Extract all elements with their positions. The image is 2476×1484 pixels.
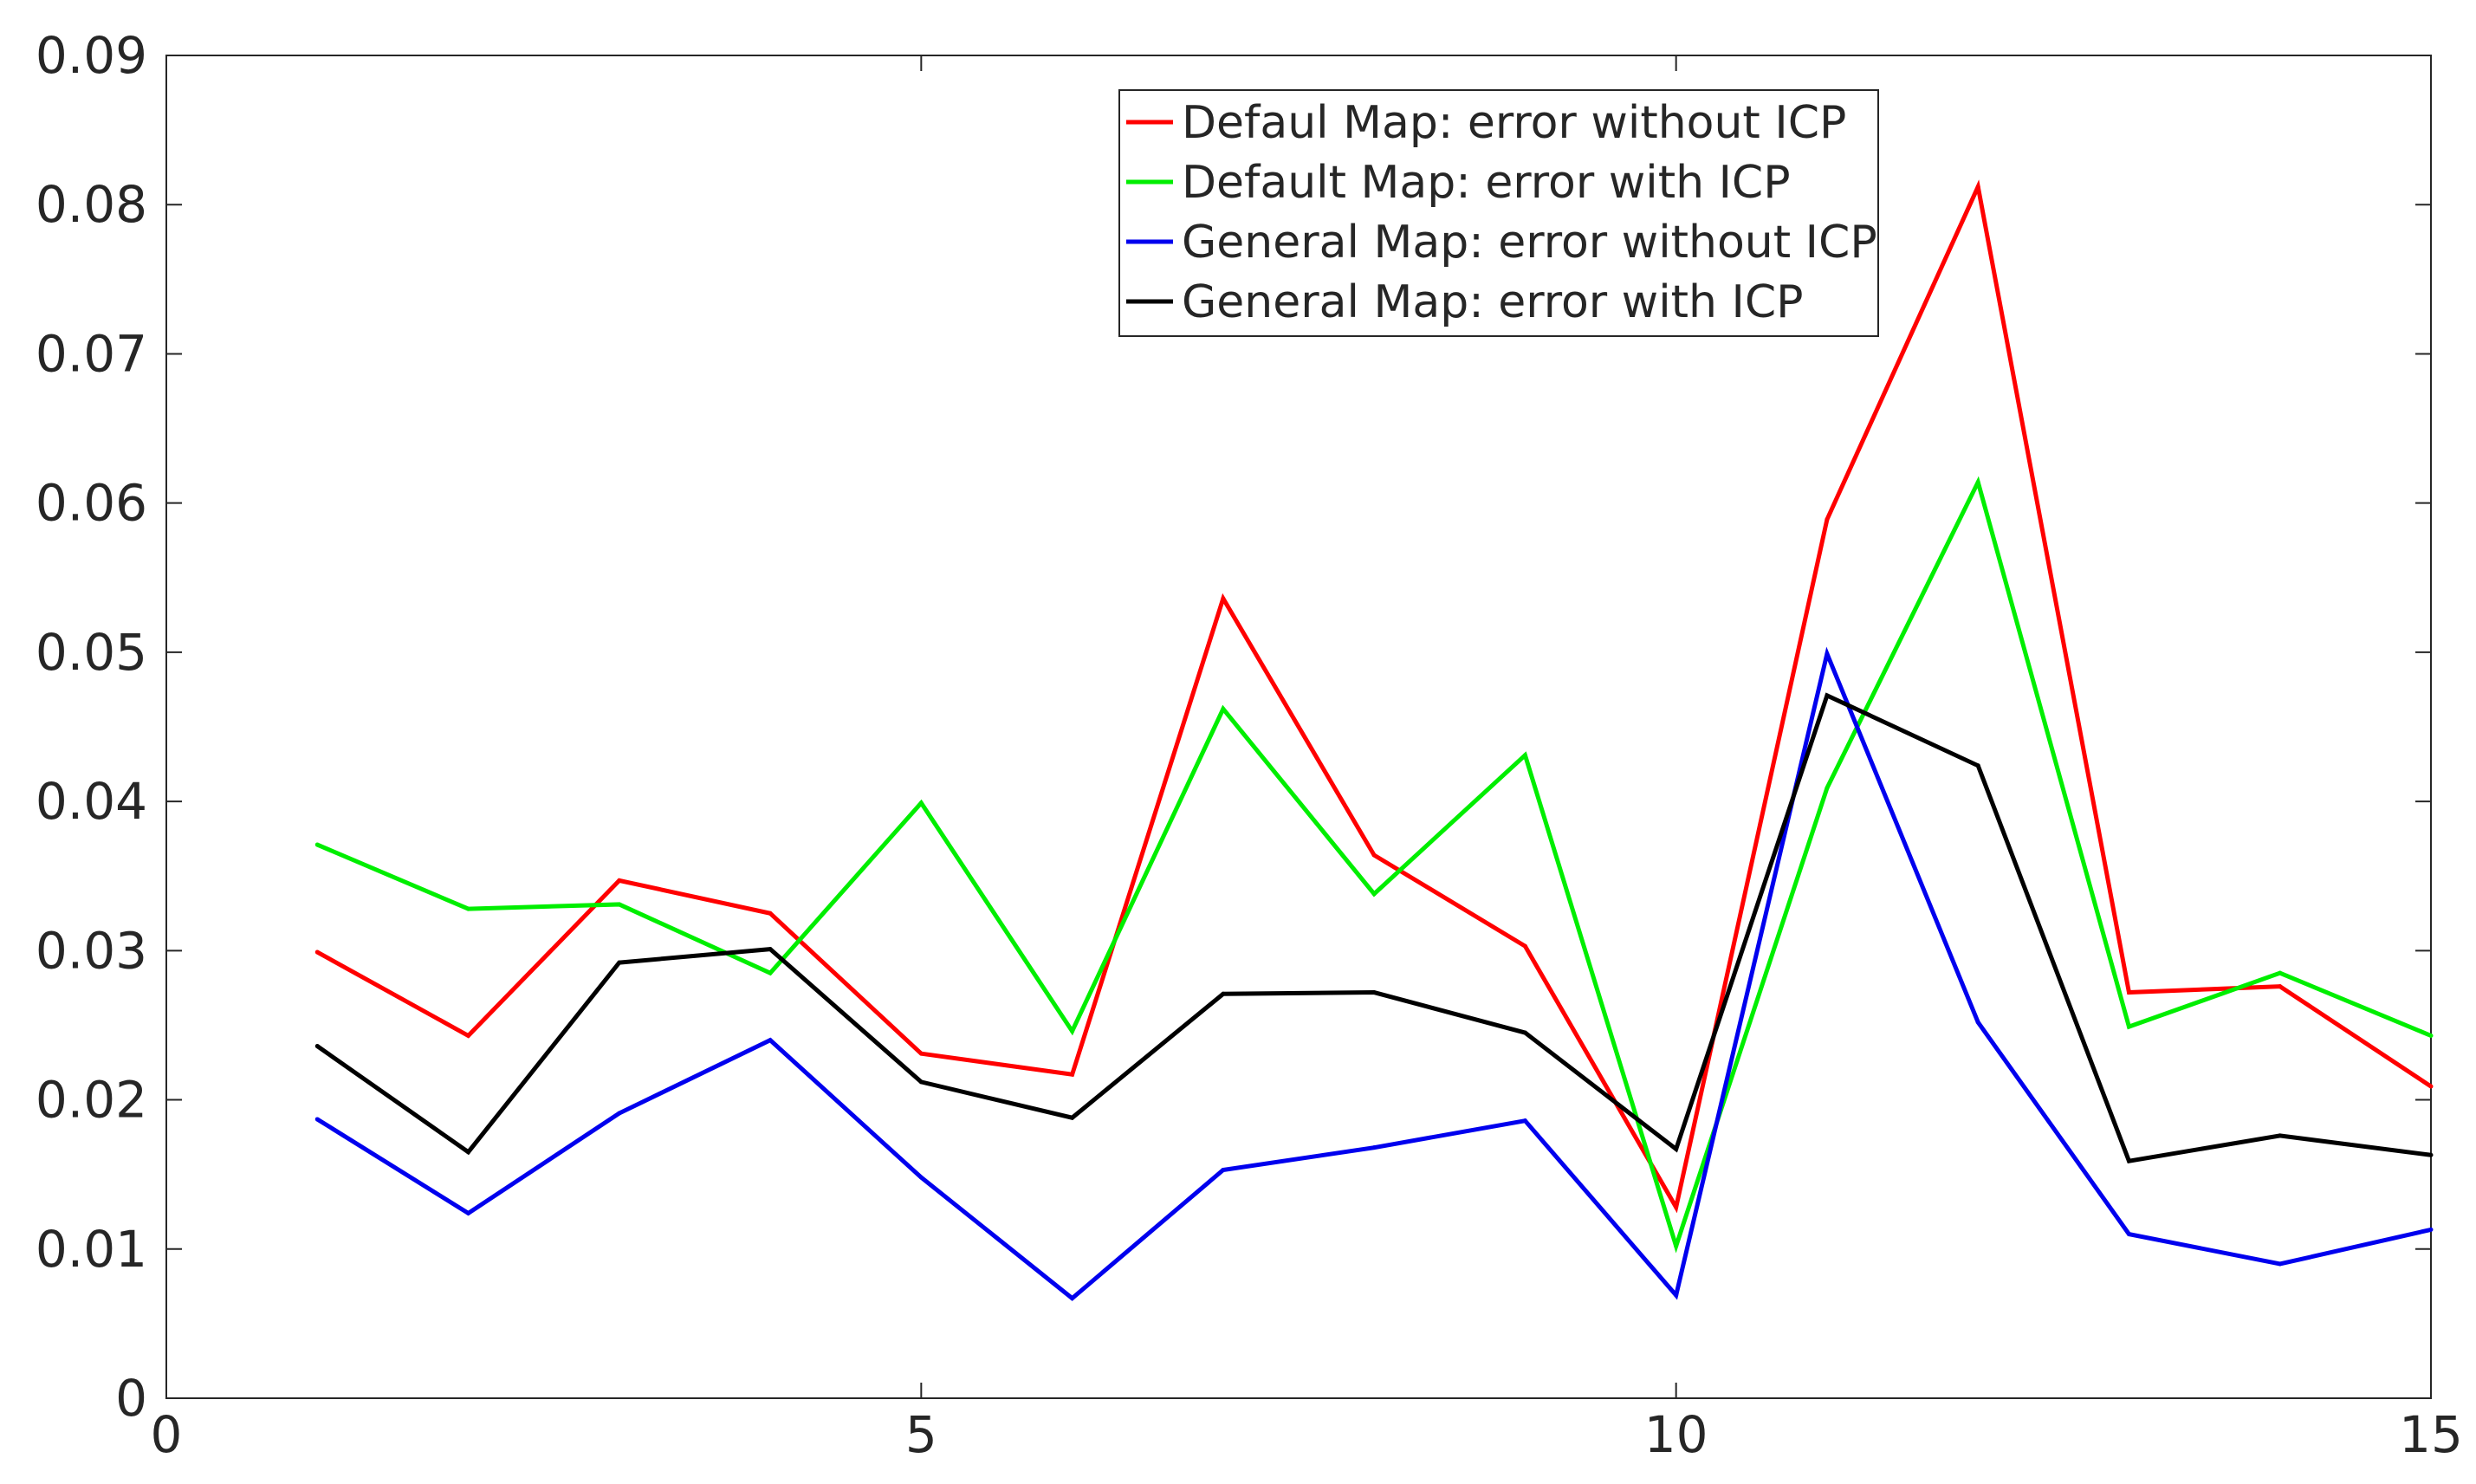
data-point xyxy=(2126,990,2131,995)
y-tick-label: 0.06 xyxy=(36,474,147,533)
data-point xyxy=(2126,1024,2131,1029)
x-tick-label: 15 xyxy=(2399,1405,2463,1464)
data-point xyxy=(1221,991,1226,996)
legend-label: Defaul Map: error without ICP xyxy=(1182,97,1846,149)
x-tick-label: 10 xyxy=(1644,1405,1708,1464)
data-point xyxy=(314,1117,320,1122)
data-point xyxy=(314,842,320,847)
legend-box xyxy=(1118,89,1879,337)
series-line-2 xyxy=(316,476,2432,1254)
data-point xyxy=(768,970,773,975)
data-point xyxy=(918,800,924,806)
data-point xyxy=(1674,1293,1679,1298)
data-point xyxy=(466,906,471,911)
y-tick-label: 0 xyxy=(115,1369,147,1428)
data-point xyxy=(1674,1205,1679,1210)
x-tick-label: 0 xyxy=(151,1405,183,1464)
series-line-4 xyxy=(315,692,2432,1163)
data-point xyxy=(617,960,622,965)
data-point xyxy=(1371,852,1377,858)
data-point xyxy=(1825,651,1830,657)
data-point xyxy=(1221,1168,1226,1172)
data-point xyxy=(617,902,622,907)
x-tick-label: 5 xyxy=(905,1405,937,1464)
y-tick-label: 0.02 xyxy=(36,1071,147,1130)
plot-frame xyxy=(165,55,2432,1399)
data-point xyxy=(1371,990,1377,995)
data-point xyxy=(768,910,773,916)
legend-label: General Map: error without ICP xyxy=(1182,217,1877,269)
data-point xyxy=(314,1044,320,1049)
legend-label: Default Map: error with ICP xyxy=(1182,157,1791,209)
data-point xyxy=(2428,1034,2434,1038)
data-point xyxy=(2428,1227,2434,1232)
data-point xyxy=(1674,1243,1679,1248)
data-point xyxy=(2428,1152,2434,1157)
data-point xyxy=(1070,1072,1075,1077)
data-point xyxy=(1522,753,1527,758)
data-point xyxy=(2278,1261,2283,1267)
data-point xyxy=(918,1175,924,1180)
data-point xyxy=(466,1034,471,1038)
data-point xyxy=(2126,1158,2131,1163)
data-point xyxy=(1070,1115,1075,1120)
data-point xyxy=(2278,970,2283,975)
y-tick-label: 0.09 xyxy=(36,26,147,85)
data-point xyxy=(1825,517,1830,522)
data-point xyxy=(1674,1146,1679,1151)
data-point xyxy=(1371,1145,1377,1150)
data-point xyxy=(1975,185,1980,190)
axes-group: 0 5 10 15 0 0.01 0.02 0.03 0.04 0.05 0.06 0.07 0.08 0… xyxy=(36,26,2463,1464)
data-point xyxy=(617,878,622,883)
data-point xyxy=(617,1111,622,1116)
series-group xyxy=(314,179,2434,1301)
data-point xyxy=(1221,706,1226,711)
data-point xyxy=(2278,1133,2283,1138)
data-point xyxy=(1070,1028,1075,1034)
data-point xyxy=(1522,1118,1527,1124)
data-point xyxy=(1070,1296,1075,1301)
data-point xyxy=(466,1210,471,1215)
data-point xyxy=(1825,786,1830,791)
data-point xyxy=(1371,891,1377,897)
y-tick-label: 0.01 xyxy=(36,1220,147,1279)
data-point xyxy=(466,1150,471,1155)
data-point xyxy=(768,1038,773,1043)
data-point xyxy=(1221,596,1226,601)
data-point xyxy=(918,1079,924,1085)
data-point xyxy=(1975,763,1980,768)
legend: Defaul Map: error without ICP Default Map… xyxy=(1118,89,1879,337)
y-tick-label: 0.04 xyxy=(36,772,147,831)
data-point xyxy=(2126,1232,2131,1237)
data-point xyxy=(1975,480,1980,485)
y-tick-label: 0.03 xyxy=(36,921,147,980)
data-point xyxy=(918,1051,924,1056)
series-line-1 xyxy=(316,179,2433,1214)
data-point xyxy=(1975,1020,1980,1025)
data-point xyxy=(768,947,773,952)
data-point xyxy=(314,949,320,955)
data-point xyxy=(1825,693,1830,698)
legend-label: General Map: error with ICP xyxy=(1182,276,1804,328)
data-point xyxy=(1522,943,1527,949)
y-tick-label: 0.07 xyxy=(36,324,147,383)
data-point xyxy=(1522,1030,1527,1035)
data-point xyxy=(2428,1084,2434,1089)
y-tick-label: 0.08 xyxy=(36,175,147,234)
data-point xyxy=(2278,984,2283,989)
y-tick-label: 0.05 xyxy=(36,623,147,682)
